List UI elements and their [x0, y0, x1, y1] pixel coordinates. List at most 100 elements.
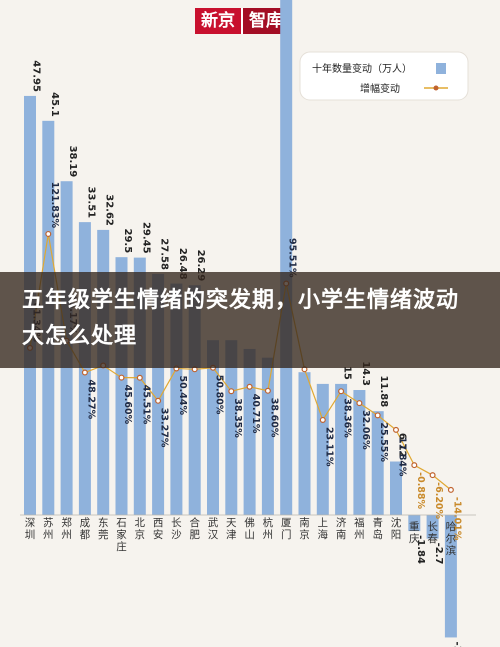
category-label-厦门: 厦 [281, 517, 292, 529]
pct-point-沈阳 [393, 426, 400, 433]
category-label-合肥: 合 [189, 516, 200, 529]
category-label-西安: 安 [153, 528, 164, 541]
category-label-东莞: 东 [98, 516, 109, 529]
category-label-厦门: 门 [281, 528, 292, 541]
bar-重庆 [408, 515, 421, 532]
pct-point-青岛 [374, 412, 381, 419]
category-label-长春: 春 [427, 533, 438, 545]
category-label-青岛: 青 [372, 516, 383, 529]
pct-value-label: 23.11% [323, 427, 334, 467]
bar-value-label: 38.19 [67, 146, 78, 178]
pct-point-北京 [136, 374, 143, 381]
bar-厦门 [280, 0, 293, 515]
category-label-石家庄: 家 [116, 528, 127, 541]
category-label-上海: 上 [318, 517, 329, 529]
category-label-济南: 济 [336, 516, 347, 529]
pct-point-济南 [338, 388, 345, 395]
category-label-佛山: 山 [244, 529, 255, 541]
bar-value-label: 45.1 [49, 92, 60, 117]
category-label-济南: 南 [336, 528, 347, 541]
pct-value-label: 48.27% [85, 380, 96, 420]
category-label-北京: 京 [135, 528, 146, 541]
category-label-天津: 津 [226, 529, 237, 541]
category-label-深圳: 圳 [25, 529, 36, 541]
pct-value-label: 38.35% [232, 398, 243, 438]
pct-value-label: 38.60% [268, 398, 279, 438]
category-label-长沙: 沙 [171, 529, 182, 541]
bar-value-label: 33.51 [85, 186, 96, 218]
legend-line-point [433, 85, 439, 91]
category-label-沈阳: 阳 [391, 529, 402, 541]
pct-point-佛山 [246, 383, 253, 390]
category-label-深圳: 深 [25, 517, 36, 529]
category-label-杭州: 杭 [263, 516, 274, 529]
pct-point-成都 [81, 369, 88, 376]
pct-value-label: 38.36% [342, 398, 353, 438]
pct-value-label: 32.06% [360, 410, 371, 450]
bar-value-label: 6.12 [397, 433, 408, 458]
pct-value-label: 95.51% [287, 238, 298, 278]
legend-bar-swatch [436, 63, 446, 74]
bar-value-label: 47.95 [31, 60, 42, 92]
pct-value-label: 17.84% [397, 437, 408, 477]
category-label-合肥: 肥 [189, 529, 200, 541]
pct-point-上海 [319, 416, 326, 423]
category-label-上海: 海 [318, 528, 329, 541]
bar-上海 [316, 383, 329, 515]
bar-value-label: 29.45 [140, 222, 151, 254]
pct-value-label: 50.44% [177, 375, 188, 415]
category-label-成都: 成 [80, 517, 91, 529]
logo-part-1: 新京 [195, 8, 241, 34]
category-label-武汉: 武 [208, 516, 219, 529]
category-label-重庆: 重 [409, 520, 420, 533]
category-label-哈尔滨: 尔 [446, 532, 457, 545]
bar-value-label: 14.3 [360, 361, 371, 386]
pct-value-label: 45.60% [122, 385, 133, 425]
brand-logo: 新京 智库 [195, 8, 289, 34]
bar-value-label: 15 [342, 366, 353, 380]
category-label-佛山: 佛 [244, 516, 255, 529]
category-label-福州: 州 [354, 529, 365, 541]
bar-value-label: 26.29 [195, 250, 206, 282]
pct-value-label: 40.71% [250, 394, 261, 434]
legend-bar-label: 十年数量变动（万人） [312, 62, 412, 75]
bar-武汉 [207, 340, 219, 515]
category-label-长沙: 长 [171, 517, 182, 529]
category-label-成都: 都 [80, 529, 91, 541]
pct-point-重庆 [411, 462, 418, 469]
category-label-郑州: 州 [61, 529, 72, 541]
category-label-石家庄: 石 [116, 517, 127, 529]
bar-天津 [225, 340, 238, 515]
category-label-北京: 北 [135, 517, 146, 529]
pct-point-西安 [155, 397, 162, 404]
category-label-长春: 长 [427, 521, 438, 533]
category-label-杭州: 州 [263, 529, 274, 541]
bar-杭州 [261, 357, 274, 515]
category-label-哈尔滨: 哈 [446, 520, 457, 533]
pct-point-长春 [429, 472, 436, 479]
pct-value-label: -0.88% [415, 472, 426, 509]
bar-青岛 [371, 411, 384, 515]
category-label-福州: 福 [354, 516, 365, 529]
article-title: 五年级学生情绪的突发期，小学生情绪波动大怎么处理 [22, 288, 460, 349]
bar-沈阳 [390, 461, 402, 515]
pct-value-label: -6.20% [433, 482, 444, 519]
chart-legend: 十年数量变动（万人） 增幅变动 [299, 51, 469, 101]
bar-南京 [298, 372, 311, 515]
bar-value-label: -1.84 [415, 535, 426, 564]
category-label-东莞: 莞 [98, 529, 109, 541]
bar-value-label: 26.48 [177, 248, 188, 280]
bar-哈尔滨 [444, 515, 457, 638]
category-label-西安: 西 [153, 517, 164, 529]
bar-value-label: -14.01 [451, 641, 462, 647]
bar-value-label: 27.58 [159, 238, 170, 270]
category-label-南京: 南 [299, 516, 310, 529]
pct-point-福州 [356, 400, 363, 407]
pct-value-label: 121.83% [49, 182, 60, 229]
pct-value-label: 25.55% [378, 422, 389, 462]
pct-point-哈尔滨 [447, 486, 454, 493]
category-label-青岛: 岛 [372, 528, 383, 541]
bar-济南 [335, 383, 348, 515]
category-label-苏州: 州 [43, 529, 54, 541]
